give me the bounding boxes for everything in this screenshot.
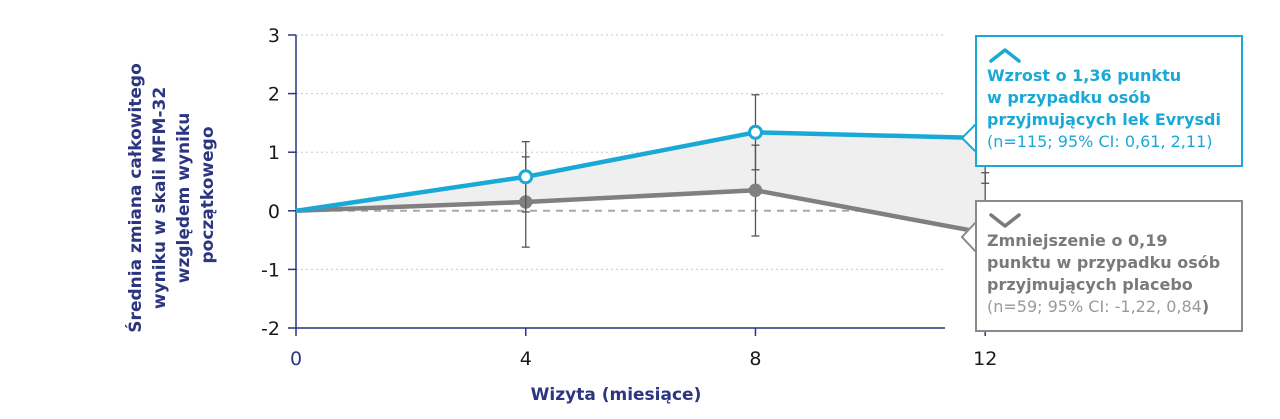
evrysdi-callout-headline: Wzrost o 1,36 punktu w przypadku osób pr… [987,65,1231,131]
x-tick-label: 4 [520,348,532,370]
x-axis-title: Wizyta (miesiące) [531,385,702,405]
placebo-headline-line: przyjmujących placebo [987,275,1193,294]
evrysdi-line [295,130,986,214]
y-tick-label: 2 [268,84,280,106]
evrysdi-callout-ci: (n=115; 95% CI: 0,61, 2,11) [987,132,1213,151]
y-axis-title-line: Średnia zmiana całkowitego [124,63,146,332]
y-axis-title-line: wyniku w skali MFM-32 [150,87,170,309]
x-tick-label: 0 [290,348,302,370]
placebo-headline-line: Zmniejszenie o 0,19 [987,231,1168,250]
placebo-callout: Zmniejszenie o 0,19 punktu w przypadku o… [975,200,1243,332]
evrysdi-headline-line: Wzrost o 1,36 punktu [987,66,1182,85]
tick-labels: 3 2 1 0 -1 -2 0 4 8 12 [261,25,997,370]
evrysdi-callout: Wzrost o 1,36 punktu w przypadku osób pr… [975,35,1243,167]
x-tick-label: 8 [749,348,761,370]
y-tick-label: -1 [261,259,280,281]
placebo-ci-close: ) [1201,297,1210,316]
placebo-callout-headline: Zmniejszenie o 0,19 punktu w przypadku o… [987,230,1231,296]
placebo-ci-text: (n=59; 95% CI: -1,22, 0,84 [987,297,1202,316]
placebo-point [748,183,763,198]
y-axis-title-line: początkowego [198,126,218,263]
y-tick-label: 3 [268,25,280,47]
evrysdi-headline-line: przyjmujących lek Evrysdi [987,110,1221,129]
axes [288,34,986,336]
chevron-up-icon [989,48,1021,63]
placebo-callout-ci: (n=59; 95% CI: -1,22, 0,84) [987,296,1231,318]
evrysdi-headline-line: w przypadku osób [987,88,1151,107]
y-tick-label: 0 [268,201,280,223]
x-tick-label: 12 [973,348,997,370]
difference-band-area [296,132,986,234]
evrysdi-point [747,124,763,140]
y-tick-label: -2 [261,318,280,340]
evrysdi-point [518,169,534,185]
placebo-headline-line: punktu w przypadku osób [987,253,1221,272]
y-axis-title-line: względem wyniku [174,113,194,284]
placebo-line [295,188,986,236]
y-axis-title: Średnia zmiana całkowitego wyniku w skal… [124,57,218,332]
difference-band [296,132,986,234]
y-tick-label: 1 [268,142,280,164]
chevron-down-icon [989,213,1021,228]
